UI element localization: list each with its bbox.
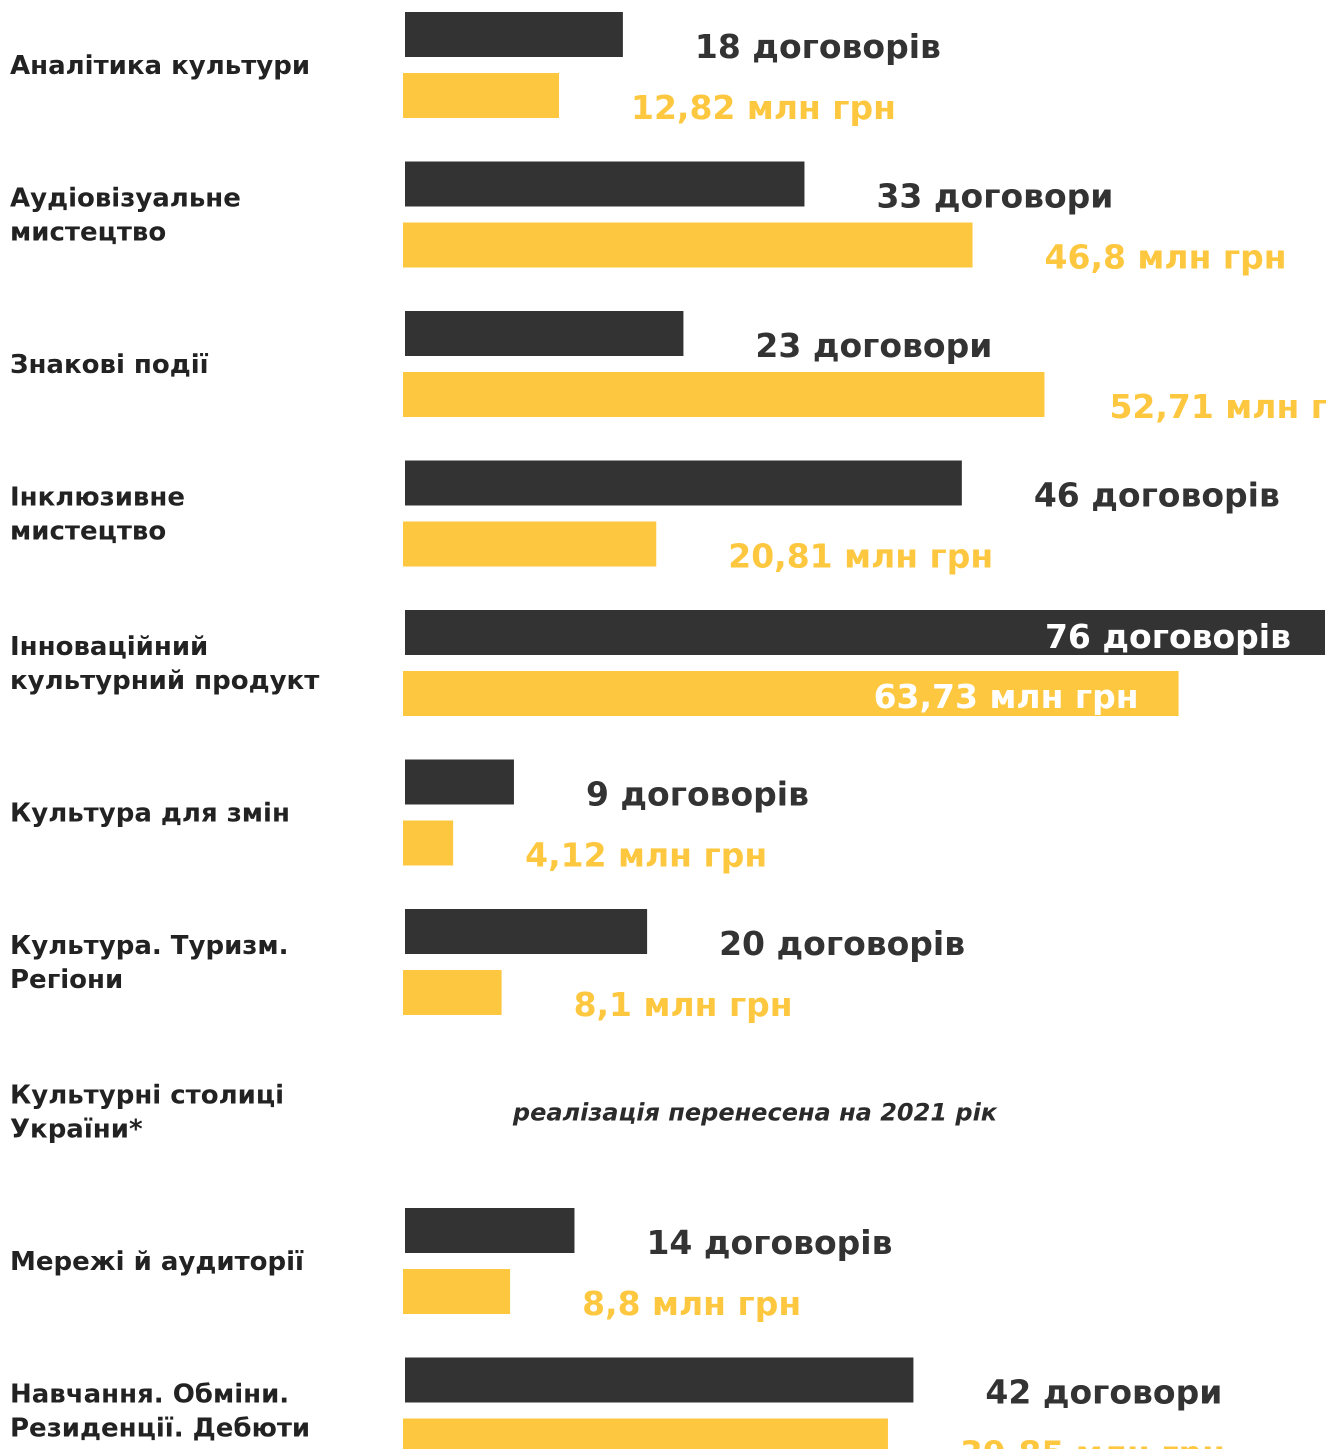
amount-value-label: 12,82 млн грн bbox=[631, 88, 896, 127]
contracts-bar bbox=[405, 311, 684, 356]
amount-value-label: 63,73 млн грн bbox=[874, 677, 1139, 716]
category-label-line: Інклюзивне bbox=[10, 483, 185, 513]
contracts-bar bbox=[405, 909, 648, 954]
category-label: Мережі й аудиторії bbox=[10, 1247, 304, 1277]
contracts-value-label: 18 договорів bbox=[695, 27, 941, 66]
category-label-line: мистецтво bbox=[10, 517, 166, 547]
amount-value-label: 8,1 млн грн bbox=[574, 985, 793, 1024]
amount-bar bbox=[403, 73, 560, 118]
contracts-value-label: 42 договори bbox=[985, 1373, 1222, 1412]
category-label-line: Навчання. Обміни. bbox=[10, 1380, 289, 1410]
category-label-line: Культура. Туризм. bbox=[10, 931, 289, 961]
amount-bar bbox=[403, 820, 454, 866]
contracts-bar bbox=[405, 759, 514, 805]
contracts-value-label: 46 договорів bbox=[1034, 476, 1280, 515]
category-label: Навчання. Обміни. Резиденції. Дебюти bbox=[10, 1380, 310, 1444]
category-label-line: Культурні столиці bbox=[10, 1081, 284, 1111]
category-label-line: Мережі й аудиторії bbox=[10, 1247, 304, 1277]
contracts-value-label: 9 договорів bbox=[586, 775, 809, 814]
category-label: Культура для змін bbox=[10, 799, 290, 829]
amount-bar bbox=[403, 521, 657, 567]
contracts-value-label: 23 договори bbox=[755, 326, 992, 365]
amount-bar bbox=[403, 372, 1045, 417]
category-label: Аудіовізуальне мистецтво bbox=[10, 184, 241, 248]
category-label-line: Культура для змін bbox=[10, 799, 290, 829]
category-label-line: культурний продукт bbox=[10, 666, 319, 696]
amount-value-label: 8,8 млн грн bbox=[582, 1284, 801, 1323]
amount-bar bbox=[403, 222, 973, 268]
category-label-line: Знакові події bbox=[10, 350, 209, 380]
category-label: Культура. Туризм. Регіони bbox=[10, 931, 289, 995]
category-label-line: Резиденції. Дебюти bbox=[10, 1414, 310, 1444]
amount-value-label: 39,85 млн грн bbox=[960, 1434, 1225, 1449]
contracts-value-label: 76 договорів bbox=[1045, 617, 1291, 656]
category-label-line: Аудіовізуальне bbox=[10, 184, 241, 214]
amount-bar bbox=[403, 970, 502, 1015]
annotation-label: реалізація перенесена на 2021 рік bbox=[512, 1099, 998, 1127]
contracts-value-label: 20 договорів bbox=[719, 924, 965, 963]
amount-value-label: 20,81 млн грн bbox=[728, 537, 993, 576]
amount-value-label: 4,12 млн грн bbox=[525, 836, 767, 875]
amount-bar bbox=[403, 1418, 888, 1449]
category-label-line: Інноваційний bbox=[10, 632, 208, 662]
amount-value-label: 52,71 млн грн bbox=[1109, 387, 1326, 426]
amount-bar bbox=[403, 1269, 511, 1314]
category-label-line: мистецтво bbox=[10, 218, 166, 248]
contracts-bar bbox=[405, 610, 1325, 655]
category-label-line: Аналітика культури bbox=[10, 51, 310, 81]
contracts-bar bbox=[405, 161, 805, 207]
category-label-line: України* bbox=[10, 1115, 143, 1145]
category-label: Знакові події bbox=[10, 350, 209, 380]
contracts-bar bbox=[405, 1208, 575, 1253]
category-label: Аналітика культури bbox=[10, 51, 310, 81]
contracts-bar bbox=[405, 12, 623, 57]
amount-value-label: 46,8 млн грн bbox=[1045, 238, 1287, 277]
category-label: Інклюзивне мистецтво bbox=[10, 483, 185, 547]
contracts-value-label: 14 договорів bbox=[646, 1223, 892, 1262]
contracts-value-label: 33 договори bbox=[876, 177, 1113, 216]
amount-bar bbox=[403, 671, 1179, 716]
contracts-bar bbox=[405, 1357, 914, 1403]
category-label: Інноваційний культурний продукт bbox=[10, 632, 319, 696]
contracts-bar bbox=[405, 460, 962, 506]
category-label-line: Регіони bbox=[10, 965, 123, 995]
category-label: Культурні столиці України* bbox=[10, 1081, 284, 1145]
